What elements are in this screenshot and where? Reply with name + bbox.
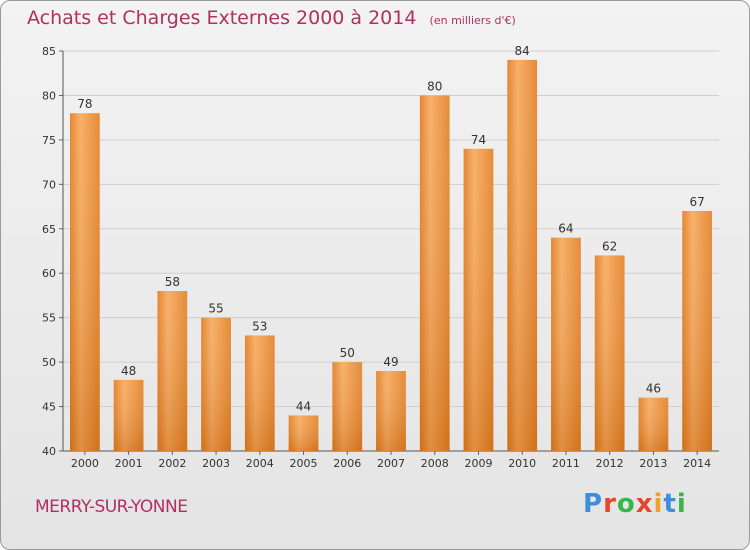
x-tick-label: 2003 [202, 457, 230, 470]
x-tick-label: 2010 [508, 457, 536, 470]
town-name: MERRY-SUR-YONNE [35, 497, 188, 517]
y-tick-label: 70 [42, 178, 56, 191]
x-tick-label: 2011 [552, 457, 580, 470]
proxiti-logo: Proxiti [583, 489, 687, 519]
bar-shade [376, 371, 406, 451]
data-label: 67 [689, 195, 704, 209]
bar-shade [507, 59, 538, 452]
y-tick-label: 80 [42, 89, 56, 102]
data-labels: 78 48 58 55 53 44 50 49 80 74 84 64 62 46 67 [77, 44, 705, 414]
x-tick-label: 2013 [639, 457, 667, 470]
bar-shade [69, 113, 100, 451]
bar-shade [638, 397, 669, 451]
data-label: 78 [77, 97, 92, 111]
bar-shade [463, 148, 494, 451]
bar-shade [594, 255, 625, 451]
bar-shade [332, 362, 363, 451]
logo-letter: r [603, 489, 617, 519]
x-tick-label: 2002 [158, 457, 186, 470]
data-label: 50 [340, 346, 355, 360]
x-tick-label: 2005 [290, 457, 318, 470]
x-tick-label: 2009 [464, 457, 492, 470]
data-label: 55 [208, 302, 223, 316]
data-label: 44 [296, 399, 311, 413]
chart-unit-note: (en milliers d'€) [429, 14, 516, 27]
x-tick-label: 2012 [596, 457, 624, 470]
x-tick-label: 2006 [333, 457, 361, 470]
y-tick-label: 50 [42, 356, 56, 369]
logo-letter: i [653, 489, 664, 519]
logo-letter: x [635, 489, 654, 519]
x-tick-label: 2008 [421, 457, 449, 470]
logo-letter: t [663, 489, 677, 519]
data-label: 62 [602, 239, 617, 253]
x-tick-label: 2007 [377, 457, 405, 470]
bars [69, 59, 713, 452]
y-tick-label: 75 [42, 134, 56, 147]
data-label: 48 [121, 364, 136, 378]
bar-shade [419, 95, 450, 451]
bar-shade [113, 379, 144, 451]
data-label: 49 [383, 355, 398, 369]
bar-shade [201, 317, 231, 451]
y-tick-label: 85 [42, 45, 56, 58]
logo-letter: i [676, 489, 687, 519]
bar-shade [288, 415, 319, 451]
data-label: 53 [252, 319, 267, 333]
data-label: 80 [427, 79, 442, 93]
x-tick-label: 2000 [71, 457, 99, 470]
bar-shade [682, 211, 713, 451]
x-tick-label: 2004 [246, 457, 274, 470]
x-tick-label: 2014 [683, 457, 711, 470]
data-label: 58 [165, 275, 180, 289]
x-tick-label: 2001 [115, 457, 143, 470]
bar-shade [244, 335, 275, 451]
chart-title: Achats et Charges Externes 2000 à 2014 [27, 7, 417, 29]
bar-shade [157, 291, 188, 451]
logo-letter: P [583, 489, 604, 519]
y-tick-label: 60 [42, 267, 56, 280]
y-tick-label: 65 [42, 223, 56, 236]
y-tick-label: 55 [42, 312, 56, 325]
y-tick-label: 40 [42, 445, 56, 458]
data-label: 74 [471, 133, 486, 147]
data-label: 84 [515, 44, 530, 58]
bar-shade [551, 237, 581, 451]
data-label: 46 [646, 382, 661, 396]
logo-letter: o [616, 489, 636, 519]
data-label: 64 [558, 222, 573, 236]
y-tick-label: 45 [42, 401, 56, 414]
chart-title-block: Achats et Charges Externes 2000 à 2014 (… [27, 7, 516, 29]
